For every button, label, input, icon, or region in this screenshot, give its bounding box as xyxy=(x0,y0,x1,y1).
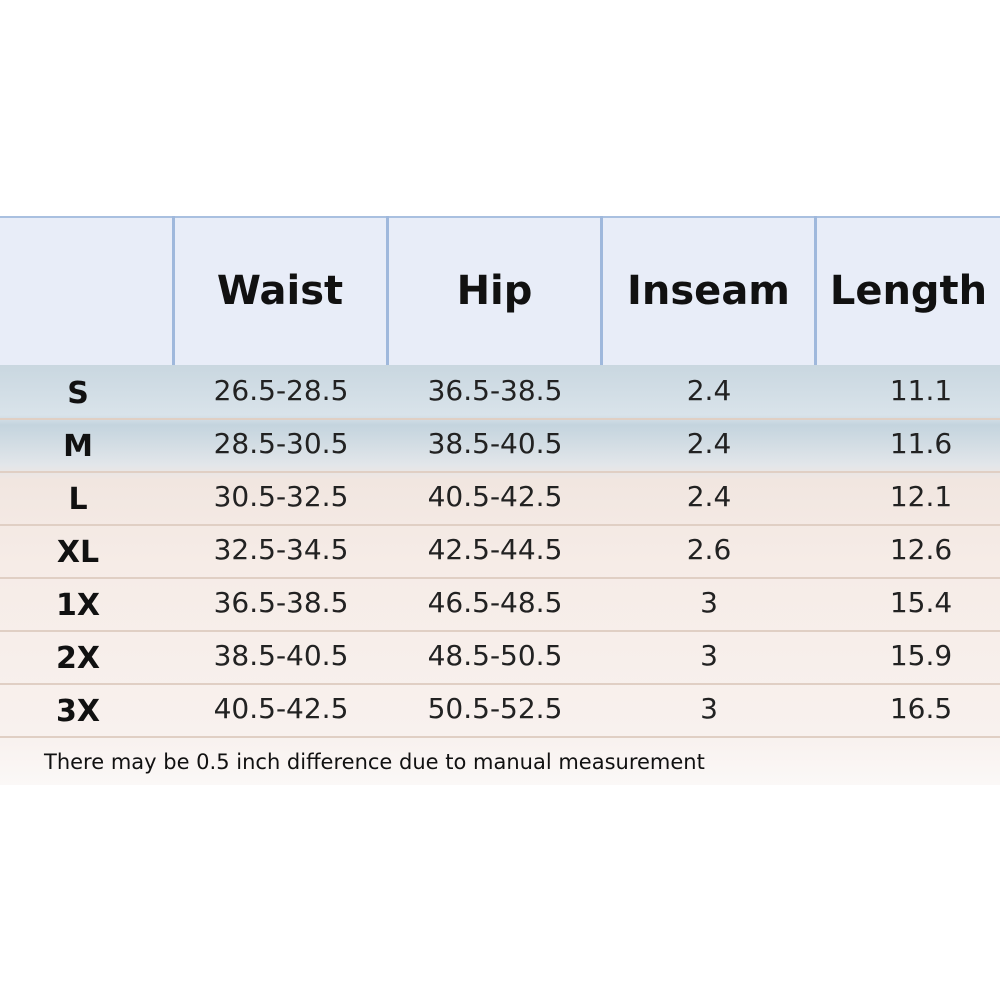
divider xyxy=(814,216,817,365)
cell-value: 11.1 xyxy=(889,374,953,407)
row-divider xyxy=(0,471,1000,473)
row-divider xyxy=(0,418,1000,420)
column-header: Hip xyxy=(456,267,533,314)
cell-value: 46.5-48.5 xyxy=(427,586,563,619)
cell-value: 3 xyxy=(700,586,718,619)
cell-value: 38.5-40.5 xyxy=(213,639,349,672)
cell-value: 48.5-50.5 xyxy=(427,639,563,672)
cell-value: 36.5-38.5 xyxy=(213,586,349,619)
cell-value: 12.1 xyxy=(889,480,953,513)
column-header: Length xyxy=(829,267,988,314)
row-divider xyxy=(0,736,1000,738)
cell-value: 2.4 xyxy=(686,427,732,460)
divider xyxy=(600,216,603,365)
column-header: Inseam xyxy=(627,267,790,314)
cell-value: 2.4 xyxy=(686,480,732,513)
cell-value: 38.5-40.5 xyxy=(427,427,563,460)
cell-value: 2.4 xyxy=(686,374,732,407)
cell-value: 36.5-38.5 xyxy=(427,374,563,407)
row-divider xyxy=(0,524,1000,526)
cell-value: 32.5-34.5 xyxy=(213,533,349,566)
cell-value: 11.6 xyxy=(889,427,953,460)
row-divider xyxy=(0,630,1000,632)
divider xyxy=(172,216,175,365)
cell-value: 28.5-30.5 xyxy=(213,427,349,460)
size-label: S xyxy=(67,376,89,411)
cell-value: 40.5-42.5 xyxy=(427,480,563,513)
cell-value: 50.5-52.5 xyxy=(427,692,563,725)
header-row xyxy=(0,216,1000,365)
cell-value: 12.6 xyxy=(889,533,953,566)
cell-value: 3 xyxy=(700,639,718,672)
size-label: XL xyxy=(56,535,100,570)
size-label: 3X xyxy=(55,694,100,729)
size-label: M xyxy=(63,429,93,464)
cell-value: 42.5-44.5 xyxy=(427,533,563,566)
cell-value: 2.6 xyxy=(686,533,732,566)
column-header: Waist xyxy=(216,267,344,314)
row-divider xyxy=(0,577,1000,579)
cell-value: 40.5-42.5 xyxy=(213,692,349,725)
note: There may be 0.5 inch difference due to … xyxy=(44,750,705,774)
cell-value: 26.5-28.5 xyxy=(213,374,349,407)
cell-value: 15.4 xyxy=(889,586,953,619)
cell-value: 16.5 xyxy=(889,692,953,725)
cell-value: 3 xyxy=(700,692,718,725)
size-label: 2X xyxy=(55,641,100,676)
row-divider xyxy=(0,683,1000,685)
cell-value: 15.9 xyxy=(889,639,953,672)
table-body xyxy=(0,365,1000,785)
divider xyxy=(386,216,389,365)
size-label: L xyxy=(68,482,88,517)
size-label: 1X xyxy=(55,588,100,623)
cell-value: 30.5-32.5 xyxy=(213,480,349,513)
